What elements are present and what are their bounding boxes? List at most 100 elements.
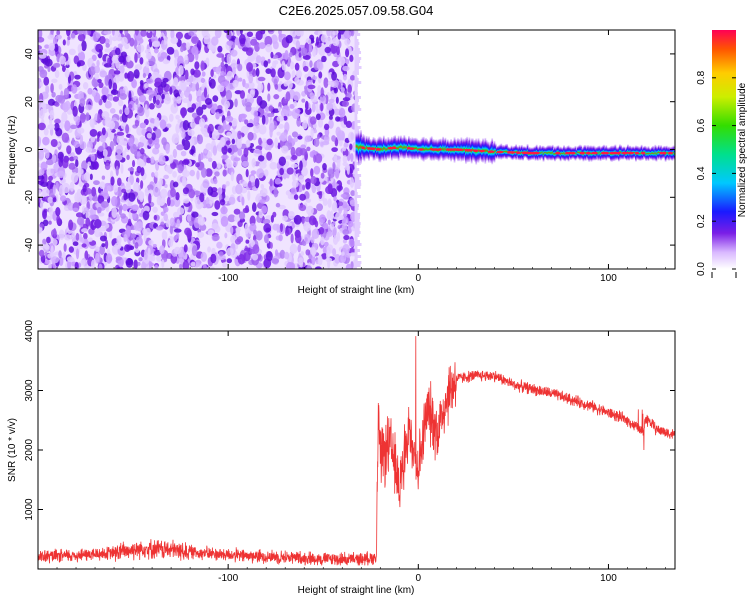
noise-speck <box>317 133 321 140</box>
noise-speck <box>331 71 338 81</box>
noise-speck <box>58 250 62 259</box>
noise-speck <box>152 71 160 77</box>
noise-speck <box>74 261 79 269</box>
noise-speck <box>197 199 201 205</box>
noise-speck <box>151 172 155 178</box>
noise-speck <box>75 212 83 218</box>
noise-speck <box>250 38 258 46</box>
noise-speck <box>181 138 186 146</box>
noise-speck <box>82 82 89 90</box>
noise-speck <box>166 55 171 61</box>
noise-speck <box>211 223 220 230</box>
noise-speck <box>81 40 87 52</box>
noise-edge <box>354 42 360 45</box>
noise-speck <box>54 101 60 107</box>
band-peak <box>390 146 397 150</box>
noise-speck <box>94 160 99 170</box>
noise-speck <box>155 99 160 106</box>
noise-speck <box>96 131 101 139</box>
noise-speck <box>202 179 210 189</box>
noise-speck <box>169 224 173 235</box>
noise-speck <box>117 43 124 48</box>
noise-speck <box>79 134 84 145</box>
band-slice <box>484 137 487 164</box>
noise-speck <box>172 181 179 188</box>
noise-speck <box>333 108 341 116</box>
noise-speck <box>151 40 160 47</box>
noise-speck <box>170 37 179 44</box>
noise-speck <box>336 185 343 191</box>
noise-speck <box>145 227 151 236</box>
noise-speck <box>299 204 307 212</box>
noise-speck <box>66 39 70 46</box>
noise-speck <box>235 226 241 233</box>
noise-speck <box>210 253 217 264</box>
noise-speck <box>211 247 216 255</box>
noise-speck <box>191 46 199 56</box>
noise-speck <box>121 36 128 46</box>
noise-speck <box>202 187 207 194</box>
noise-speck <box>248 73 254 84</box>
noise-speck <box>173 235 178 242</box>
noise-speck <box>98 212 105 217</box>
noise-speck <box>226 247 234 256</box>
noise-speck <box>42 136 50 146</box>
band-peak <box>641 151 645 155</box>
noise-speck <box>251 253 259 261</box>
noise-speck <box>291 179 299 188</box>
noise-edge <box>354 228 360 231</box>
noise-speck <box>120 163 124 174</box>
noise-speck <box>201 104 207 110</box>
noise-edge <box>354 165 357 168</box>
noise-speck <box>323 241 329 247</box>
noise-speck <box>287 222 292 227</box>
noise-speck <box>349 143 353 150</box>
noise-speck <box>276 115 285 122</box>
noise-speck <box>163 93 172 105</box>
noise-speck <box>299 193 306 201</box>
noise-speck <box>61 251 66 261</box>
noise-speck <box>101 175 106 180</box>
noise-speck <box>278 156 287 167</box>
band-slice <box>424 138 426 161</box>
noise-speck <box>239 30 243 36</box>
noise-speck <box>123 191 128 201</box>
noise-speck <box>236 30 241 36</box>
noise-speck <box>191 36 199 45</box>
noise-speck <box>263 60 269 68</box>
noise-speck <box>133 38 137 50</box>
noise-speck <box>38 59 41 66</box>
noise-speck <box>303 221 312 232</box>
noise-speck <box>70 172 79 183</box>
noise-speck <box>245 47 254 56</box>
noise-speck <box>336 130 345 141</box>
band-slice <box>657 144 660 160</box>
noise-speck <box>144 187 149 197</box>
noise-speck <box>117 99 124 107</box>
noise-speck <box>349 177 355 188</box>
noise-speck <box>104 38 110 45</box>
noise-speck <box>197 217 202 223</box>
noise-speck <box>212 145 218 156</box>
noise-speck <box>229 226 234 235</box>
noise-speck <box>221 184 227 189</box>
noise-speck <box>213 178 218 185</box>
noise-speck <box>114 159 121 171</box>
noise-speck <box>338 201 344 207</box>
noise-speck <box>61 158 69 169</box>
noise-speck <box>258 42 266 50</box>
noise-speck <box>114 242 122 250</box>
band-slice <box>380 137 383 161</box>
noise-edge <box>354 249 360 252</box>
noise-speck <box>244 223 249 235</box>
noise-edge <box>354 108 362 111</box>
noise-speck <box>85 112 90 122</box>
noise-speck <box>270 34 278 45</box>
noise-edge <box>354 195 361 198</box>
noise-speck <box>200 251 207 262</box>
band-slice <box>652 145 654 161</box>
noise-speck <box>211 211 219 217</box>
noise-speck <box>236 139 243 149</box>
noise-speck <box>225 195 229 200</box>
noise-speck <box>191 211 199 218</box>
